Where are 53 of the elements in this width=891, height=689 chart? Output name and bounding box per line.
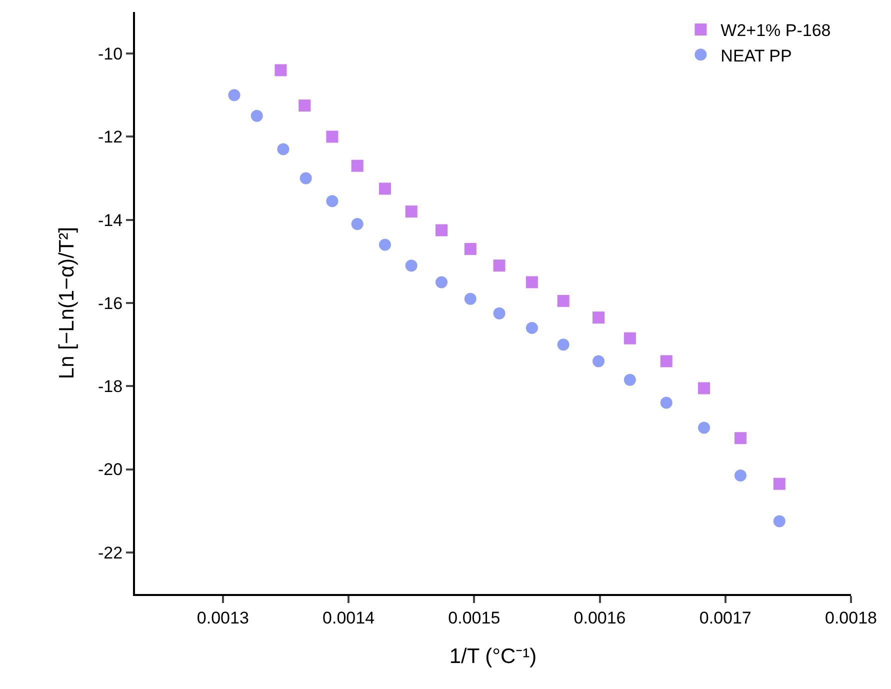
x-tick-label: 0.0017 (699, 608, 752, 628)
y-tick-label: -20 (98, 460, 123, 480)
point (351, 218, 364, 230)
point (660, 396, 672, 409)
point (298, 100, 311, 112)
y-tick-label: -18 (98, 377, 123, 396)
point (734, 432, 746, 444)
point (378, 238, 391, 251)
x-tick-label: 0.0014 (322, 608, 375, 628)
point (274, 64, 287, 76)
x-tick-label: 0.0013 (196, 608, 249, 628)
point (250, 110, 263, 122)
point (698, 422, 710, 434)
point (624, 332, 636, 344)
point (464, 292, 476, 305)
point (326, 195, 338, 208)
point (557, 338, 570, 351)
point (300, 172, 312, 184)
y-tick-label: -10 (98, 44, 123, 64)
point (464, 242, 476, 255)
point (592, 312, 605, 324)
point (351, 160, 364, 172)
point (436, 276, 448, 288)
point (493, 307, 506, 320)
point (557, 294, 570, 307)
x-axis-title: 1/T (°C⁻¹) (449, 645, 537, 668)
y-axis-title: Ln [−Ln(1−α)/T²] (56, 226, 79, 380)
point (698, 382, 710, 394)
point (493, 260, 506, 272)
point (378, 182, 391, 195)
x-tick-label: 0.0018 (825, 608, 877, 628)
y-tick-label: -12 (98, 128, 123, 147)
point (773, 515, 786, 528)
point (734, 470, 746, 482)
point (526, 322, 538, 334)
point (592, 355, 605, 368)
legend-label: NEAT PP (720, 46, 792, 66)
point (660, 355, 672, 368)
y-tick-label: -22 (98, 543, 123, 562)
point (436, 224, 448, 236)
y-tick-label: -16 (98, 294, 123, 313)
point (326, 130, 338, 143)
x-tick-label: 0.0016 (574, 608, 626, 628)
legend-label: W2+1% P-168 (720, 21, 831, 40)
point (773, 478, 786, 490)
point (405, 260, 418, 272)
point (624, 374, 636, 386)
x-tick-label: 0.0015 (448, 608, 500, 628)
point (405, 206, 418, 218)
y-tick-label: -14 (98, 210, 123, 230)
point (526, 276, 538, 288)
point (228, 89, 240, 102)
point (277, 143, 290, 156)
